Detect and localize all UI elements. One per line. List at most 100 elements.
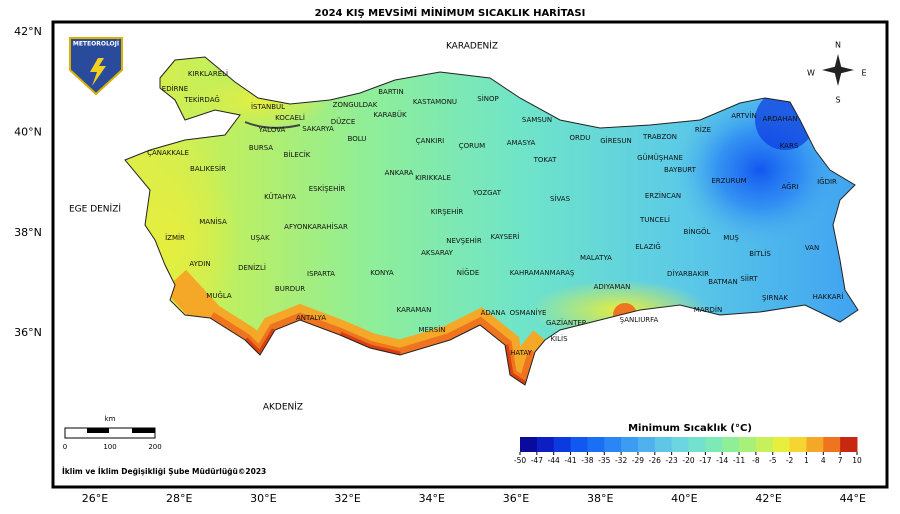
scale-bar xyxy=(132,428,155,433)
province-label: ADIYAMAN xyxy=(594,283,631,291)
compass-letter: N xyxy=(835,41,841,50)
province-label: MALATYA xyxy=(580,254,612,262)
colorbar-tick-label: 4 xyxy=(821,456,826,465)
colorbar-tick-label: -11 xyxy=(733,456,745,465)
province-label: MANİSA xyxy=(199,217,227,226)
colorbar-tick-label: -47 xyxy=(531,456,543,465)
province-label: ERZURUM xyxy=(711,177,746,185)
lon-label: 40°E xyxy=(671,492,697,505)
province-label: ARTVİN xyxy=(731,111,757,120)
province-label: ÇANAKKALE xyxy=(147,149,189,157)
province-label: İZMİR xyxy=(165,233,185,242)
province-label: MUŞ xyxy=(723,234,739,242)
colorbar-tick-label: -44 xyxy=(548,456,560,465)
province-label: KIRŞEHİR xyxy=(431,207,464,216)
province-label: BİLECİK xyxy=(284,150,311,159)
province-label: AMASYA xyxy=(507,139,536,147)
colorbar-segment xyxy=(654,437,673,452)
province-label: KARAMAN xyxy=(397,306,432,314)
province-label: IĞDIR xyxy=(817,177,837,186)
lon-label: 32°E xyxy=(334,492,360,505)
colorbar-tick-label: -50 xyxy=(514,456,526,465)
colorbar-segment xyxy=(520,437,538,452)
lon-label: 34°E xyxy=(419,492,445,505)
province-label: KİLİS xyxy=(550,334,568,343)
province-label: KAHRAMANMARAŞ xyxy=(510,269,575,277)
colorbar-tick-label: -14 xyxy=(716,456,728,465)
compass-letter: E xyxy=(861,69,866,78)
colorbar-tick-label: -32 xyxy=(615,456,627,465)
compass xyxy=(822,54,854,86)
province-label: BURDUR xyxy=(275,285,305,293)
scale-label: 0 xyxy=(63,443,67,451)
province-label: RİZE xyxy=(695,125,711,134)
province-label: GÜMÜŞHANE xyxy=(637,153,683,162)
province-label: KARABÜK xyxy=(373,110,407,119)
colorbar-tick-label: 10 xyxy=(852,456,862,465)
colorbar-tick-label: -29 xyxy=(632,456,644,465)
colorbar-segment xyxy=(722,437,740,452)
colorbar-segment xyxy=(840,437,858,452)
lat-label: 36°N xyxy=(14,326,42,339)
colorbar-segment xyxy=(621,437,639,452)
logo: METEOROLOJİ xyxy=(69,37,123,96)
marmara-sea xyxy=(244,121,301,129)
province-label: KIRKLARELİ xyxy=(188,69,228,78)
province-label: NİĞDE xyxy=(457,268,480,277)
lon-label: 44°E xyxy=(840,492,866,505)
province-label: KOCAELİ xyxy=(275,113,305,122)
lon-label: 30°E xyxy=(250,492,276,505)
province-label: YALOVA xyxy=(258,126,286,134)
colorbar-tick-label: -41 xyxy=(564,456,576,465)
province-label: KÜTAHYA xyxy=(264,192,296,201)
scale-label: 100 xyxy=(103,443,116,451)
legend-title: Minimum Sıcaklık (°C) xyxy=(628,423,752,434)
province-label: MUĞLA xyxy=(206,291,232,300)
compass-letter: S xyxy=(835,96,840,105)
colorbar-tick-label: -38 xyxy=(581,456,593,465)
colorbar-segment xyxy=(637,437,656,452)
province-label: TRABZON xyxy=(642,133,677,141)
province-label: AYDIN xyxy=(189,260,210,268)
colorbar-tick-label: 1 xyxy=(804,456,809,465)
lon-label: 28°E xyxy=(166,492,192,505)
province-label: ZONGULDAK xyxy=(333,101,378,109)
province-label: BATMAN xyxy=(708,278,737,286)
colorbar-segment xyxy=(570,437,588,452)
province-label: AKSARAY xyxy=(421,249,454,257)
province-label: BAYBURT xyxy=(664,166,697,174)
province-label: NEVŞEHİR xyxy=(446,236,482,245)
province-label: KASTAMONU xyxy=(413,98,457,106)
lon-label: 42°E xyxy=(755,492,781,505)
compass-letter: W xyxy=(807,69,815,78)
colorbar-tick-label: -17 xyxy=(699,456,711,465)
province-label: ISPARTA xyxy=(307,270,335,278)
colorbar-segment xyxy=(553,437,572,452)
lat-label: 40°N xyxy=(14,125,42,138)
colorbar-segment xyxy=(789,437,807,452)
province-label: BURSA xyxy=(249,144,273,152)
province-label: OSMANİYE xyxy=(510,308,547,317)
province-label: KIRIKKALE xyxy=(415,174,451,182)
province-label: BOLU xyxy=(348,135,367,143)
province-label: SAMSUN xyxy=(522,116,552,124)
province-label: MERSİN xyxy=(418,325,445,334)
colorbar-tick-label: -5 xyxy=(769,456,777,465)
colorbar-tick-label: 7 xyxy=(838,456,843,465)
province-label: HAKKARİ xyxy=(813,292,844,301)
province-label: ŞANLIURFA xyxy=(620,316,659,324)
lat-label: 38°N xyxy=(14,226,42,239)
province-label: YOZGAT xyxy=(472,189,502,197)
lon-label: 38°E xyxy=(587,492,613,505)
province-label: ÇANKIRI xyxy=(416,137,445,145)
province-label: SİİRT xyxy=(740,274,758,283)
province-label: KARS xyxy=(780,142,799,150)
lon-label: 36°E xyxy=(503,492,529,505)
province-label: DİYARBAKIR xyxy=(667,269,709,278)
scale-label: 200 xyxy=(148,443,161,451)
map-title: 2024 KIŞ MEVSİMİ MİNİMUM SICAKLIK HARİTA… xyxy=(315,5,586,19)
province-label: BALIKESİR xyxy=(190,164,226,173)
province-label: ADANA xyxy=(481,309,506,317)
